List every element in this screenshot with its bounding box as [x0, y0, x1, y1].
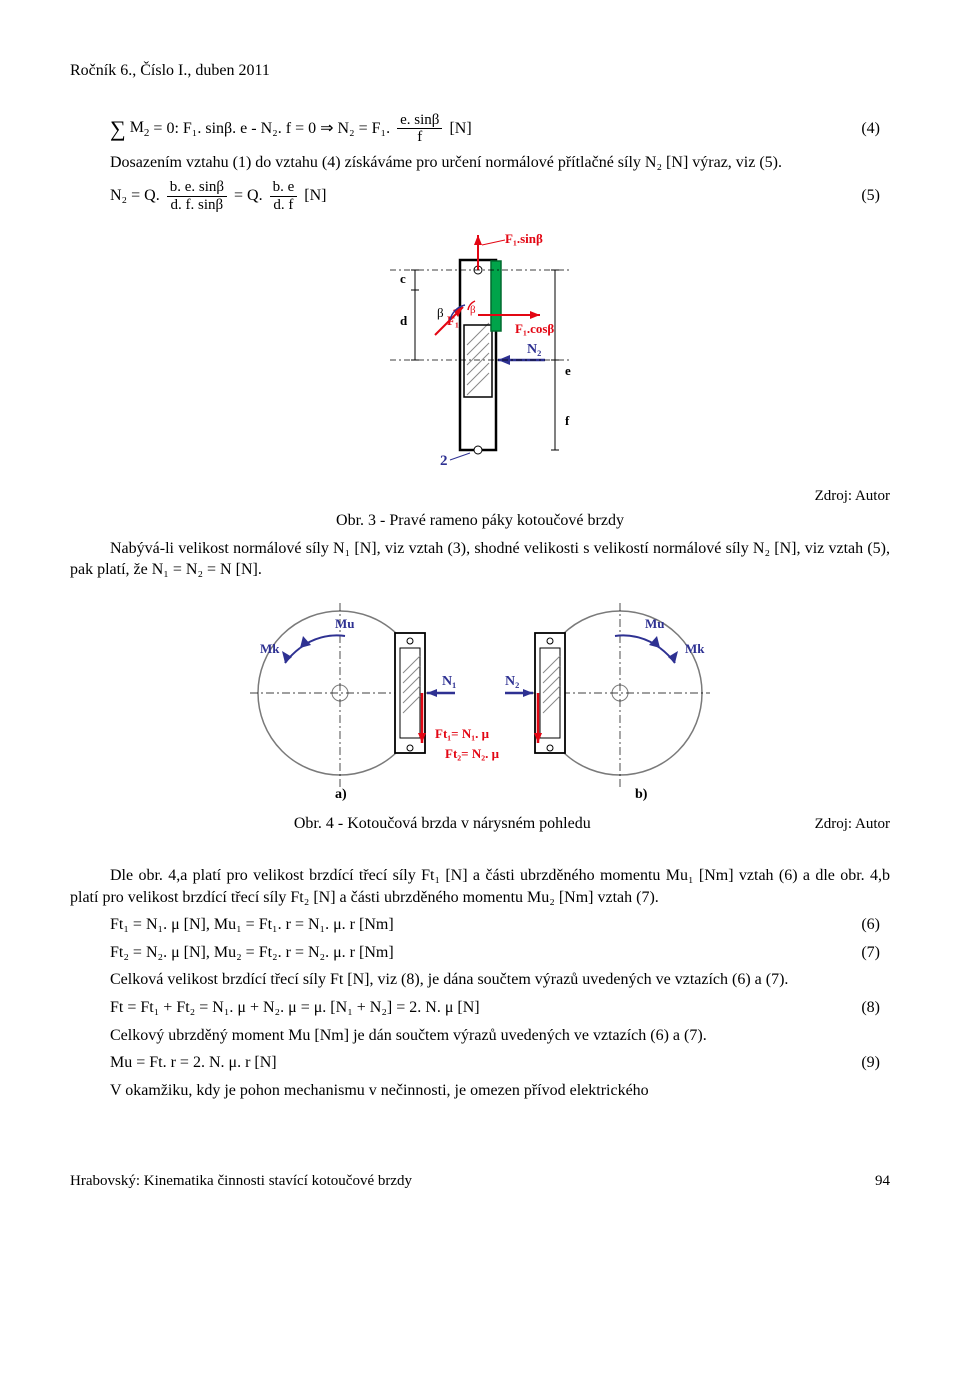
fig3-caption: Obr. 3 - Pravé rameno páky kotoučové brz… [70, 510, 890, 532]
paragraph-3: Dle obr. 4,a platí pro velikost brzdící … [70, 865, 890, 908]
footer-page-number: 94 [875, 1171, 890, 1191]
eq4-body: = 0: F₁. sinβ. e - N₂. f = 0 ⇒ N₂ = F₁. [153, 118, 390, 140]
label-f: f [565, 413, 570, 428]
svg-text:b): b) [635, 787, 648, 802]
footer-left: Hrabovský: Kinematika činnosti stavící k… [70, 1171, 412, 1191]
svg-text:N₂: N₂ [505, 674, 519, 689]
eq5-fraction-2: b. e d. f [270, 179, 298, 213]
svg-text:Mu: Mu [645, 616, 665, 631]
eq4-lhs: M2 [130, 117, 150, 141]
label-c: c [400, 271, 406, 286]
svg-text:Ft₂= N₂. μ: Ft₂= N₂. μ [445, 746, 500, 761]
paragraph-2: Nabývá-li velikost normálové síly N₁ [N]… [70, 538, 890, 581]
page-footer: Hrabovský: Kinematika činnosti stavící k… [70, 1171, 890, 1191]
equation-5: N₂ = Q. b. e. sinβ d. f. sinβ = Q. b. e … [110, 179, 890, 213]
equation-7: Ft₂ = N₂. μ [N], Mu₂ = Ft₂. r = N₂. μ. r… [110, 942, 890, 964]
eq7-number: (7) [861, 942, 890, 964]
equation-8: Ft = Ft₁ + Ft₂ = N₁. μ + N₂. μ = μ. [N₁ … [110, 997, 890, 1019]
eq4-number: (4) [861, 118, 890, 140]
svg-text:Mu: Mu [335, 616, 355, 631]
eq5-unit: [N] [304, 185, 326, 207]
eq5-mid: = Q. [234, 185, 263, 207]
paragraph-1: Dosazením vztahu (1) do vztahu (4) získá… [70, 152, 890, 174]
eq5-lhs: N₂ = Q. [110, 185, 160, 207]
equation-9: Mu = Ft. r = 2. N. μ. r [N] (9) [110, 1052, 890, 1074]
svg-text:β: β [470, 304, 476, 316]
paragraph-4: Celková velikost brzdící třecí síly Ft [… [70, 969, 890, 991]
eq5-number: (5) [861, 185, 890, 207]
label-N2: N₂ [527, 342, 541, 357]
label-beta: β [437, 305, 444, 320]
fig4-source: Zdroj: Autor [815, 814, 890, 834]
label-e: e [565, 363, 571, 378]
eq8-body: Ft = Ft₁ + Ft₂ = N₁. μ + N₂. μ = μ. [N₁ … [110, 997, 480, 1019]
svg-text:Mk: Mk [685, 641, 705, 656]
label-F1: F₁ [447, 313, 459, 328]
svg-text:Mk: Mk [260, 641, 280, 656]
eq7-body: Ft₂ = N₂. μ [N], Mu₂ = Ft₂. r = N₂. μ. r… [110, 942, 394, 964]
svg-text:a): a) [335, 787, 347, 802]
label-F1cosb: F₁.cosβ [515, 321, 554, 336]
paragraph-5: Celkový ubrzděný moment Mu [Nm] je dán s… [70, 1025, 890, 1047]
sum-symbol: ∑ [110, 114, 126, 144]
label-2: 2 [440, 453, 448, 469]
eq6-body: Ft₁ = N₁. μ [N], Mu₁ = Ft₁. r = N₁. μ. r… [110, 914, 394, 936]
label-F1sinb: F₁.sinβ [505, 231, 543, 246]
eq6-number: (6) [861, 914, 890, 936]
fig3-source: Zdroj: Autor [815, 486, 890, 506]
figure-3: F₁ F₁.sinβ F₁.cosβ β β N₂ c d e f [70, 225, 890, 482]
svg-text:N₁: N₁ [442, 674, 456, 689]
figure-4: N₁ Ft₁= N₁. μ Mu Mk a) N₂ [70, 593, 890, 810]
equation-4: ∑ M2 = 0: F₁. sinβ. e - N₂. f = 0 ⇒ N₂ =… [110, 112, 890, 146]
page-header: Ročník 6., Číslo I., duben 2011 [70, 60, 890, 82]
equation-6: Ft₁ = N₁. μ [N], Mu₁ = Ft₁. r = N₁. μ. r… [110, 914, 890, 936]
label-d: d [400, 313, 408, 328]
svg-text:Ft₁= N₁. μ: Ft₁= N₁. μ [435, 726, 490, 741]
eq9-number: (9) [861, 1052, 890, 1074]
eq8-number: (8) [861, 997, 890, 1019]
eq4-fraction: e. sinβ f [397, 112, 442, 146]
paragraph-6: V okamžiku, kdy je pohon mechanismu v ne… [70, 1080, 890, 1102]
eq4-unit: [N] [449, 118, 471, 140]
eq5-fraction-1: b. e. sinβ d. f. sinβ [167, 179, 227, 213]
eq9-body: Mu = Ft. r = 2. N. μ. r [N] [110, 1052, 277, 1074]
fig4-caption: Obr. 4 - Kotoučová brzda v nárysném pohl… [70, 813, 815, 835]
